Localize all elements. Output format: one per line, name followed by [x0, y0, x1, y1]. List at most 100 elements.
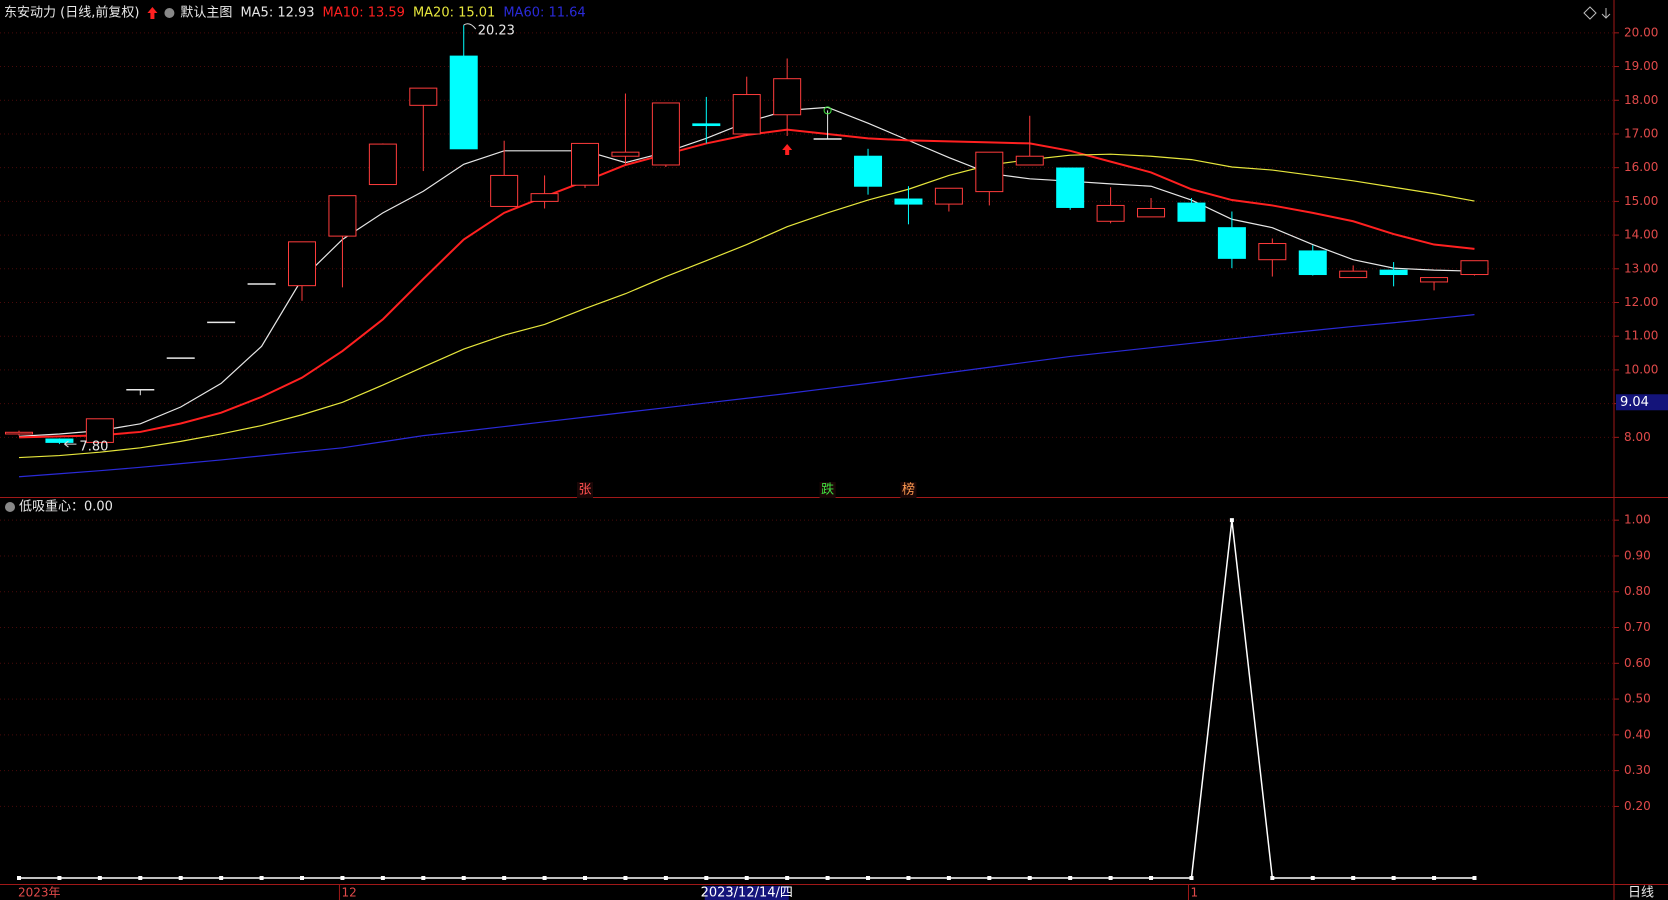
y-tick-label: 14.00 — [1624, 228, 1658, 242]
indicator-point — [340, 876, 345, 880]
candle-body — [571, 142, 600, 186]
candle-body — [328, 195, 357, 237]
expand-icon[interactable] — [1601, 8, 1611, 19]
candle-body — [1137, 207, 1166, 218]
y-tick-label: 17.00 — [1624, 126, 1658, 140]
diamond-icon[interactable] — [1583, 6, 1597, 20]
indicator-point — [421, 876, 426, 880]
indicator-point — [1027, 876, 1032, 880]
candle-body — [1217, 227, 1246, 259]
indicator-point — [97, 876, 102, 880]
candle-body — [1056, 167, 1085, 208]
y-tick-label: 15.00 — [1624, 194, 1658, 208]
y-tick-label: 0.40 — [1624, 727, 1651, 741]
x-tick-label: 2023/12/14/四 — [701, 886, 793, 900]
candle-body — [975, 151, 1004, 193]
y-tick-label: 0.30 — [1624, 763, 1651, 777]
indicator-point — [57, 876, 62, 880]
candle-body — [449, 55, 478, 150]
indicator-point — [1189, 876, 1194, 880]
cursor-date-box — [704, 886, 789, 900]
marker-label: 跌 — [821, 482, 834, 498]
indicator-point — [583, 876, 588, 880]
marker-label: 榜 — [902, 482, 915, 498]
y-tick-label: 0.20 — [1624, 799, 1651, 813]
indicator-point — [1270, 876, 1275, 880]
y-tick-label: 10.00 — [1624, 362, 1658, 376]
candle-body — [368, 143, 397, 186]
low-label: 7.80 — [79, 440, 108, 455]
indicator-point — [866, 876, 871, 880]
y-tick-label: 0.60 — [1624, 656, 1651, 670]
indicator-title: 低吸重心：0.00 — [19, 499, 113, 515]
candle-body — [611, 151, 640, 157]
y-tick-label: 13.00 — [1624, 261, 1658, 275]
y-tick-label: 8.00 — [1624, 430, 1651, 444]
candle-body — [1339, 270, 1368, 279]
candle-body — [1379, 269, 1408, 276]
indicator-toggle[interactable] — [5, 502, 15, 512]
candle-body — [692, 123, 721, 127]
candle-body — [651, 102, 680, 166]
candle-body — [1298, 250, 1327, 276]
y-tick-label: 0.50 — [1624, 692, 1651, 706]
y-tick-label: 1.00 — [1624, 513, 1651, 527]
marker-box — [819, 482, 836, 498]
indicator-point — [623, 876, 628, 880]
header-arrow — [147, 7, 158, 19]
y-tick-label: 11.00 — [1624, 329, 1658, 343]
candle-body — [1258, 243, 1287, 261]
candle-body — [1420, 277, 1449, 283]
candle-body — [1096, 204, 1125, 222]
candle-body — [1177, 202, 1206, 222]
candle-body — [934, 187, 963, 205]
marker-box — [577, 482, 594, 498]
annotation-arrow — [463, 23, 477, 30]
indicator-point — [259, 876, 264, 880]
indicator-point — [300, 876, 305, 880]
candle-body — [894, 198, 923, 205]
y-tick-label: 16.00 — [1624, 160, 1658, 174]
indicator-point — [1432, 876, 1437, 880]
chart-title: 东安动力 (日线,前复权) — [4, 5, 139, 21]
marker-box — [900, 482, 917, 498]
cursor-price-box — [1616, 394, 1668, 411]
x-tick-label: 1 — [1190, 886, 1198, 900]
candle-body — [732, 94, 761, 135]
indicator-point — [17, 876, 21, 880]
candle-body — [288, 241, 317, 287]
indicator-point — [1391, 876, 1396, 880]
candle-body — [45, 438, 74, 443]
indicator-point — [1149, 876, 1154, 880]
candle-body — [5, 431, 33, 435]
candle-body — [1015, 155, 1044, 166]
legend-entry: MA10: 13.59 — [323, 6, 405, 21]
indicator-point — [138, 876, 143, 880]
candle-body — [1460, 260, 1489, 276]
indicator-point — [1310, 876, 1315, 880]
indicator-point — [502, 876, 507, 880]
indicator-point — [1068, 876, 1073, 880]
indicator-point — [785, 876, 790, 880]
period-label: 日线 — [1628, 886, 1654, 900]
legend-entry: MA5: 12.93 — [240, 6, 314, 21]
indicator-point — [825, 876, 830, 880]
y-tick-label: 20.00 — [1624, 25, 1658, 39]
legend-entry: MA60: 11.64 — [503, 6, 585, 21]
indicator-point — [987, 876, 992, 880]
indicator-point — [946, 876, 951, 880]
marker-label: 张 — [579, 483, 592, 498]
y-tick-label: 0.90 — [1624, 548, 1651, 562]
candle-body — [530, 193, 559, 202]
indicator-point — [744, 876, 749, 880]
signal-arrow — [782, 143, 793, 155]
indicator-point — [1472, 876, 1477, 880]
indicator-point — [178, 876, 183, 880]
indicator-point — [380, 876, 385, 880]
y-tick-label: 0.80 — [1624, 584, 1651, 598]
header-toggle[interactable] — [164, 8, 175, 18]
indicator-point — [704, 876, 709, 880]
